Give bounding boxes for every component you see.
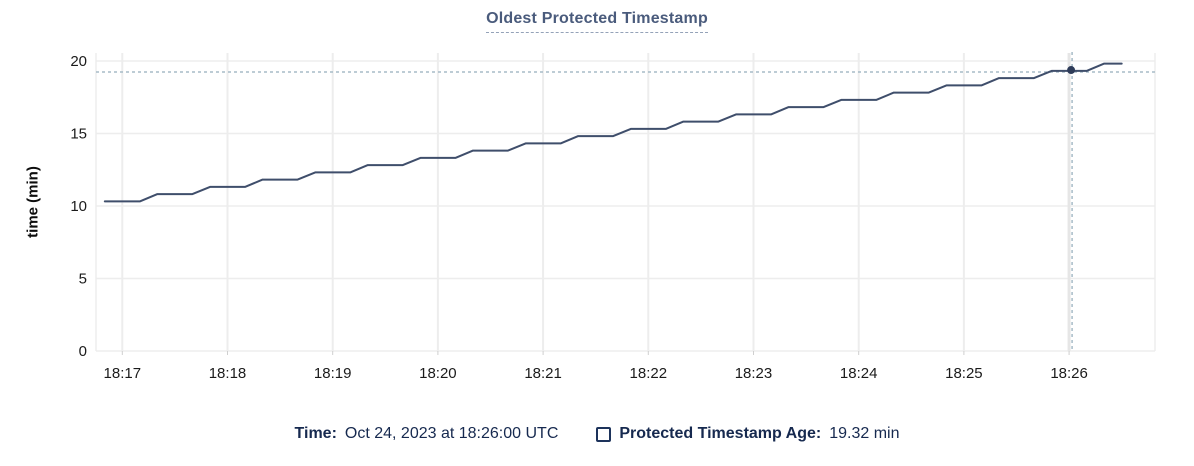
x-tick-label: 18:17 [104, 365, 142, 382]
x-tick-label: 18:22 [630, 365, 668, 382]
x-tick-label: 18:25 [945, 365, 983, 382]
time-label: Time: [294, 425, 337, 442]
chart-title-row: Oldest Protected Timestamp [0, 10, 1194, 33]
legend-item-protected-timestamp-age[interactable]: Protected Timestamp Age: 19.32 min [596, 425, 899, 443]
y-tick-label: 15 [70, 126, 87, 143]
series-label: Protected Timestamp Age: [619, 425, 822, 442]
x-tick-label: 18:18 [209, 365, 247, 382]
chart-title[interactable]: Oldest Protected Timestamp [486, 10, 708, 33]
checkbox-outline-icon[interactable] [596, 426, 612, 442]
y-tick-label: 0 [79, 343, 87, 360]
line-chart-plot[interactable]: 0 5 10 15 20 18:17 18:18 18:19 18:20 18:21 18:22 18… [0, 0, 1194, 400]
series-line-protected-timestamp-age [103, 62, 1123, 203]
y-tick-label: 5 [79, 271, 87, 288]
x-tick-label: 18:23 [735, 365, 773, 382]
x-tick-label: 18:21 [524, 365, 562, 382]
y-tick-label: 10 [70, 198, 87, 215]
x-tick-label: 18:24 [840, 365, 878, 382]
series-value: 19.32 min [829, 425, 900, 442]
x-tick-label: 18:26 [1050, 365, 1088, 382]
x-tick-label: 18:19 [314, 365, 352, 382]
y-tick-label: 20 [70, 53, 87, 70]
data-point-marker [1067, 66, 1076, 75]
time-value: Oct 24, 2023 at 18:26:00 UTC [344, 425, 559, 442]
tooltip-legend-row: Time: Oct 24, 2023 at 18:26:00 UTC Prote… [0, 421, 1194, 447]
x-tick-label: 18:20 [419, 365, 457, 382]
